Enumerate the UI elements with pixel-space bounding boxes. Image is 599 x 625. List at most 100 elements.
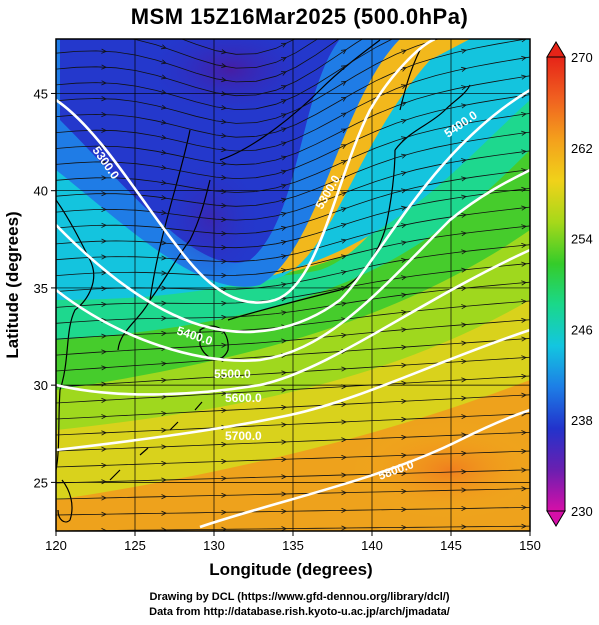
streamline-arrowhead — [101, 479, 107, 485]
streamline-arrowhead — [101, 381, 107, 387]
streamline-arrowhead — [221, 509, 227, 515]
streamline-arrowhead — [461, 48, 467, 54]
streamline-arrowhead — [461, 395, 467, 401]
streamline-arrowhead — [521, 74, 527, 80]
streamline-arrowhead — [461, 158, 467, 164]
streamline-arrowhead — [521, 355, 527, 361]
streamline-arrowhead — [521, 242, 527, 249]
streamline-arrowhead — [281, 211, 287, 217]
streamline-arrowhead — [340, 128, 347, 134]
streamline — [56, 75, 530, 166]
wind-streamlines — [56, 0, 530, 531]
streamline-arrowhead — [461, 450, 467, 456]
streamline — [56, 39, 364, 97]
streamline-arrowhead — [461, 267, 467, 273]
streamline-arrowhead — [161, 300, 167, 306]
streamline-arrowhead — [401, 327, 407, 333]
streamline-arrowhead — [221, 244, 227, 250]
streamline-arrowhead — [341, 332, 347, 338]
lat-lon-grid — [56, 39, 530, 531]
streamline-arrowhead — [221, 314, 227, 320]
streamline-arrowhead — [341, 34, 346, 38]
streamline-arrowhead — [101, 301, 107, 308]
streamline-arrowhead — [101, 48, 107, 54]
streamline-arrowhead — [401, 452, 407, 458]
streamline-arrowhead — [221, 300, 227, 306]
colorbar-tick-label: 262 — [571, 141, 593, 156]
streamline-arrowhead — [221, 458, 227, 464]
streamline-arrowhead — [101, 238, 107, 244]
streamline-arrowhead — [101, 430, 107, 436]
streamline-arrowhead — [161, 510, 167, 516]
streamline-arrowhead — [161, 270, 167, 276]
streamline-arrowhead — [521, 430, 527, 436]
streamline-arrowhead — [161, 361, 167, 367]
streamline-arrowhead — [281, 422, 287, 428]
streamline-arrowhead — [280, 42, 287, 48]
streamline-arrowhead — [161, 74, 167, 80]
streamline-arrowhead — [101, 462, 107, 468]
colorbar-upper-arrow — [546, 41, 566, 58]
x-tick-label: 125 — [124, 538, 146, 553]
y-axis-label: Latitude (degrees) — [3, 211, 22, 358]
streamline-arrowhead — [521, 299, 527, 305]
streamline-arrowhead — [221, 272, 227, 278]
streamline-arrowhead — [401, 240, 407, 246]
y-tick-label: 35 — [34, 281, 48, 296]
streamline-arrowhead — [401, 524, 407, 530]
streamline-arrowhead — [281, 456, 287, 462]
streamline-arrowhead — [161, 527, 167, 531]
streamline-arrowhead — [401, 171, 407, 177]
streamline-arrowhead — [340, 112, 347, 118]
streamline — [56, 431, 530, 452]
ryukyu-islands — [109, 401, 203, 481]
streamline-arrowhead — [461, 469, 467, 475]
streamline-arrowhead — [161, 377, 167, 383]
streamline-arrowhead — [281, 197, 287, 203]
streamline-arrowhead — [521, 392, 527, 398]
streamline-arrowhead — [521, 205, 527, 211]
streamline-arrowhead — [400, 119, 407, 124]
streamline-arrowhead — [401, 292, 407, 298]
streamline-arrowhead — [340, 96, 347, 102]
streamline-arrowhead — [221, 133, 227, 139]
x-axis-ticks: 120 125 130 135 140 145 150 — [45, 531, 541, 553]
streamline — [56, 225, 530, 276]
streamline-arrowhead — [341, 301, 347, 307]
streamline-arrowhead — [221, 216, 227, 222]
streamline-arrowhead — [341, 285, 347, 291]
colorbar-tick-label: 270 — [571, 50, 593, 65]
streamline-arrowhead — [401, 153, 407, 159]
x-tick-label: 120 — [45, 538, 67, 553]
streamline-arrowhead — [521, 336, 527, 342]
streamline-arrowhead — [101, 175, 107, 181]
streamline-arrowhead — [221, 49, 227, 55]
streamline-arrowhead — [101, 286, 107, 292]
streamline-arrowhead — [341, 490, 347, 496]
streamline-arrowhead — [521, 39, 527, 43]
streamline-arrowhead — [400, 101, 407, 107]
streamline-arrowhead — [280, 169, 287, 175]
streamline — [56, 39, 440, 124]
streamline — [56, 150, 530, 221]
streamline-arrowhead — [341, 525, 347, 531]
streamline-arrowhead — [521, 0, 526, 4]
streamline-arrowhead — [461, 31, 466, 35]
streamline-arrowhead — [461, 524, 467, 530]
streamline-arrowhead — [221, 147, 227, 153]
streamline-arrowhead — [101, 206, 107, 213]
streamline-arrowhead — [521, 261, 527, 267]
streamline-arrowhead — [280, 141, 287, 147]
streamline-arrowhead — [461, 194, 467, 200]
contour-5600 — [56, 248, 530, 396]
streamline-arrowhead — [280, 99, 287, 104]
streamline — [56, 525, 530, 531]
streamline-arrowhead — [341, 507, 347, 513]
streamline-arrowhead — [101, 33, 106, 37]
streamline-arrowhead — [101, 446, 107, 452]
streamline-arrowhead — [521, 224, 527, 230]
streamline-arrowhead — [101, 414, 107, 420]
streamline-arrowhead — [341, 18, 346, 22]
y-tick-label: 40 — [34, 184, 48, 199]
streamline-arrowhead — [401, 223, 407, 229]
